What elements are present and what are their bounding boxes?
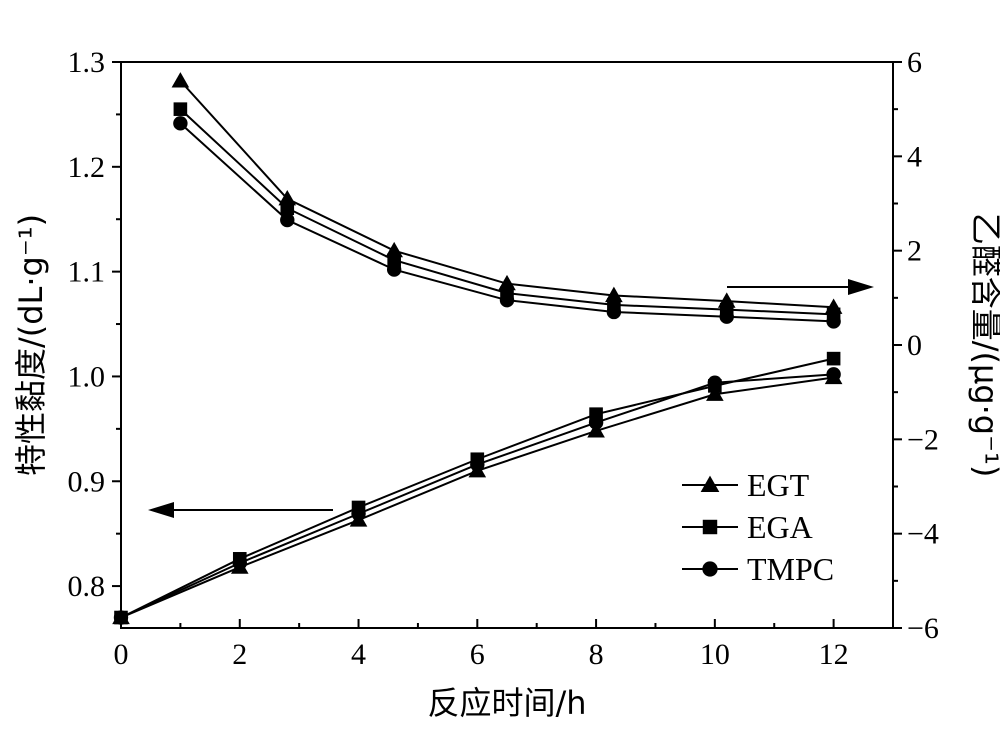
data-point-acetaldehyde-tmpc [173,116,188,131]
legend-marker-egt [700,475,720,493]
data-point-viscosity-tmpc [232,555,247,571]
series-line-viscosity-ega [120,357,834,619]
legend-label-egt: EGT [747,467,810,503]
data-point-acetaldehyde-ega [280,201,295,216]
y-right-tick-label: 4 [907,140,922,173]
y-right-tick-label: 0 [907,329,922,362]
x-tick-label: 2 [232,638,247,671]
x-tick-label: 8 [589,638,604,671]
x-tick-label: 10 [700,638,730,671]
y-left-tick-label: 0.9 [68,465,106,498]
x-tick-label: 12 [819,638,849,671]
y-right-axis-title: 乙醛含量/(μg·g⁻¹) [967,213,1000,478]
series-line-viscosity-egt [120,376,834,619]
data-point-viscosity-tmpc [470,457,485,472]
data-point-acetaldehyde-tmpc [719,309,734,324]
y-left-axis-title: 特性黏度/(dL·g⁻¹) [12,214,50,476]
data-point-acetaldehyde-tmpc [499,292,515,308]
data-point-acetaldehyde-ega [173,102,188,116]
y-right-tick-label: 2 [907,235,922,268]
y-left-tick-label: 1.0 [68,360,106,393]
data-point-viscosity-ega [826,351,841,366]
y-left-tick-label: 0.8 [68,570,106,603]
legend-marker-tmpc [702,561,718,577]
data-point-acetaldehyde-tmpc [280,212,295,228]
data-point-viscosity-egt [587,422,605,438]
x-tick-label: 6 [470,638,485,671]
data-point-viscosity-tmpc [707,375,723,390]
data-point-viscosity-tmpc [826,367,841,382]
data-point-viscosity-tmpc [588,415,604,430]
legend-label-ega: EGA [747,509,813,545]
data-point-acetaldehyde-tmpc [386,262,402,277]
x-tick-label: 4 [351,638,366,671]
data-point-viscosity-tmpc [351,506,366,521]
x-tick-label: 0 [114,638,129,671]
y-right-tick-label: −2 [907,423,939,456]
legend-label-tmpc: TMPC [747,551,834,587]
left-axis-arrow-head [148,502,174,518]
y-left-tick-label: 1.3 [68,46,106,79]
series-line-viscosity-tmpc [120,373,834,619]
legend-marker-ega [702,519,718,535]
right-axis-arrow-head [848,279,874,295]
y-left-tick-label: 1.1 [68,256,106,289]
data-point-viscosity-tmpc [113,610,129,625]
data-point-acetaldehyde-egt [171,72,190,88]
y-left-tick-label: 1.2 [68,151,106,184]
series-line-acetaldehyde-egt [179,80,834,309]
data-point-acetaldehyde-tmpc [606,304,622,320]
data-point-acetaldehyde-tmpc [826,314,841,329]
y-right-tick-label: 6 [907,46,922,79]
data-point-viscosity-egt [706,385,724,401]
y-right-tick-label: −6 [907,612,939,645]
y-right-tick-label: −4 [907,518,939,551]
x-axis-title: 反应时间/h [427,684,586,722]
